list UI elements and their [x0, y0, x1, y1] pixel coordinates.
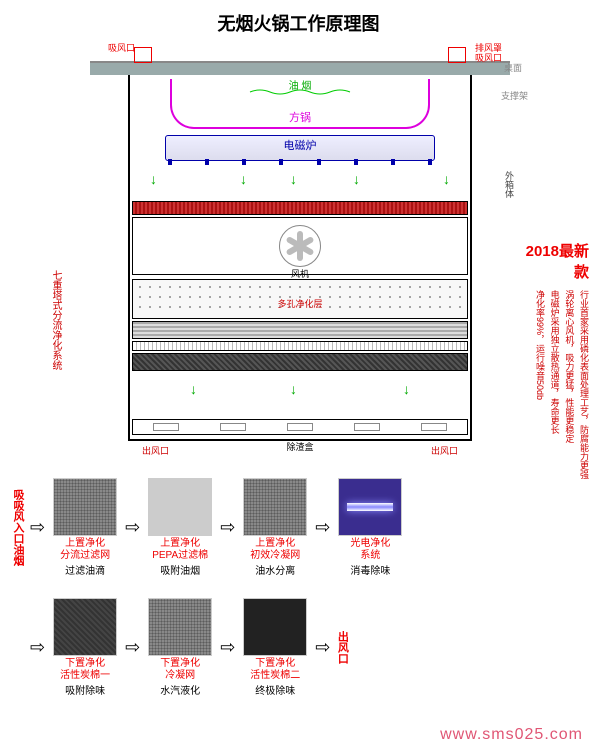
- flow-start-label: 吸吸风入口油烟: [10, 489, 26, 566]
- flow-item: 上置净化PEPA过滤棉 吸附油烟: [144, 478, 216, 577]
- flow-image: [148, 598, 212, 656]
- flow-name: 光电净化系统: [350, 538, 390, 562]
- collector: [132, 419, 468, 435]
- arrow-icon: ⇨: [30, 637, 45, 658]
- feature-line: 涡轮离心风机，吸力更猛，性能更稳定: [563, 290, 575, 479]
- flow-image: [53, 598, 117, 656]
- flow-image: [53, 478, 117, 536]
- right-panel-features: 净化率99%，运行噪音50db 电磁炉采用独立散热通道，寿命更长 涡轮离心风机，…: [511, 290, 589, 479]
- arrow-icon: ↓: [190, 381, 197, 397]
- flow-name: 上置净化PEPA过滤棉: [152, 538, 208, 562]
- arrow-icon: ↓: [150, 171, 157, 187]
- arrow-icon: ⇨: [220, 517, 235, 538]
- flow-end-label: 出风口: [334, 631, 350, 664]
- flow-item: 下置净化活性炭棉一 吸附除味: [49, 598, 121, 697]
- fan-icon: [279, 225, 321, 267]
- arrow-icon: ⇨: [220, 637, 235, 658]
- hood-right: [448, 47, 466, 63]
- page-title: 无烟火锅工作原理图: [0, 0, 597, 41]
- hood-right-label: 吸风口: [475, 51, 502, 64]
- flow-item: 光电净化系统 消毒除味: [334, 478, 406, 577]
- table-label: 桌面: [504, 61, 522, 74]
- flow-name: 上置净化分流过滤网: [60, 538, 110, 562]
- flow-item: 下置净化活性炭棉二 终极除味: [239, 598, 311, 697]
- counter-top: [90, 63, 510, 75]
- flow-desc: 油水分离: [255, 562, 295, 577]
- flow-image: [338, 478, 402, 536]
- right-panel-title: 2018最新款: [511, 240, 589, 282]
- layer-condense: [132, 341, 468, 351]
- flow-name: 下置净化活性炭棉二: [250, 658, 300, 682]
- arrow-icon: ↓: [290, 381, 297, 397]
- left-system-label: 七重塔式分流净化系统: [48, 270, 63, 370]
- flow-desc: 水汽液化: [160, 682, 200, 697]
- flow-desc: 吸附除味: [65, 682, 105, 697]
- arrow-icon: ↓: [290, 171, 297, 187]
- arrow-icon: ⇨: [315, 517, 330, 538]
- flow-name: 下置净化活性炭棉一: [60, 658, 110, 682]
- outlet-left-label: 出风口: [142, 444, 169, 457]
- hood-left-label: 吸风口: [108, 41, 135, 54]
- feature-line: 净化率99%，运行噪音50db: [533, 290, 545, 479]
- feature-line: 行业首家采用磷化表面处理工艺，防腐能力更强: [577, 290, 589, 479]
- layer-carbon1: [132, 321, 468, 339]
- flow-image: [243, 478, 307, 536]
- arrow-icon: ⇨: [30, 517, 45, 538]
- flow-image: [148, 478, 212, 536]
- layer-purify-label: 多孔净化层: [90, 297, 510, 310]
- arrow-icon: ↓: [443, 171, 450, 187]
- layer-carbon2: [132, 353, 468, 371]
- outlet-right-label: 出风口: [431, 444, 458, 457]
- outer-box-label: 外箱体: [503, 171, 516, 198]
- flow-item: 上置净化初效冷凝网 油水分离: [239, 478, 311, 577]
- flow-row-1: 吸吸风入口油烟 ⇨ 上置净化分流过滤网 过滤油滴 ⇨ 上置净化PEPA过滤棉 吸…: [10, 478, 587, 583]
- flow-image: [243, 598, 307, 656]
- flow-item: 上置净化分流过滤网 过滤油滴: [49, 478, 121, 577]
- arrow-icon: ↓: [353, 171, 360, 187]
- arrow-icon: ↓: [240, 171, 247, 187]
- flow-item: 下置净化冷凝网 水汽液化: [144, 598, 216, 697]
- flow-desc: 过滤油滴: [65, 562, 105, 577]
- flow-row-2: ⇨ 下置净化活性炭棉一 吸附除味 ⇨ 下置净化冷凝网 水汽液化 ⇨ 下置净化活性…: [10, 598, 587, 703]
- watermark: www.sms025.com: [440, 726, 583, 744]
- flow-name: 下置净化冷凝网: [160, 658, 200, 682]
- arrow-icon: ⇨: [315, 637, 330, 658]
- flow-desc: 吸附油烟: [160, 562, 200, 577]
- arrow-icon: ↓: [403, 381, 410, 397]
- main-diagram: 吸风口 排风罩 吸风口 桌面 支撑架 外箱体 油 烟 方锅 电磁炉 ↓ ↓ ↓ …: [90, 41, 510, 461]
- flow-desc: 消毒除味: [350, 562, 390, 577]
- right-panel: 2018最新款 净化率99%，运行噪音50db 电磁炉采用独立散热通道，寿命更长…: [511, 240, 589, 479]
- arrow-icon: ⇨: [125, 637, 140, 658]
- hood-left: [134, 47, 152, 63]
- arrow-icon: ⇨: [125, 517, 140, 538]
- feature-line: 电磁炉采用独立散热通道，寿命更长: [548, 290, 560, 479]
- flow-desc: 终极除味: [255, 682, 295, 697]
- layer-filter: [132, 201, 468, 215]
- flow-name: 上置净化初效冷凝网: [250, 538, 300, 562]
